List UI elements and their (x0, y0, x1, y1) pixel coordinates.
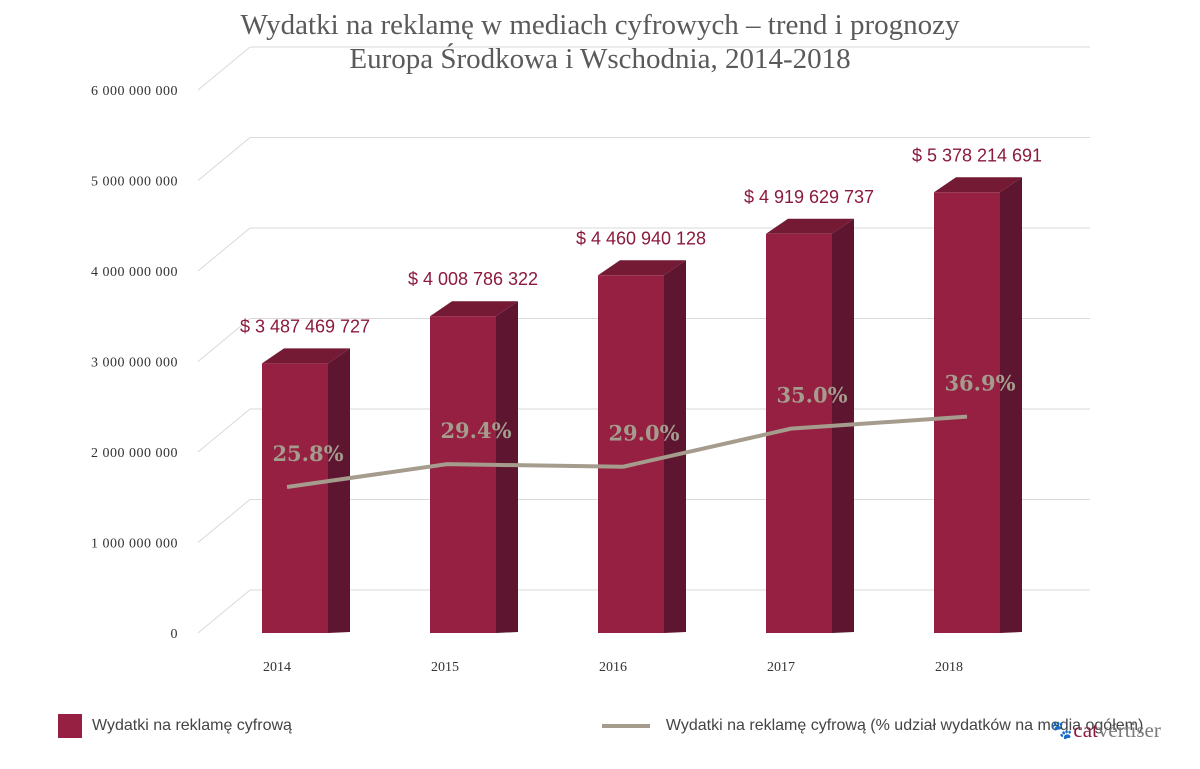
y-tick-label: 6 000 000 000 (91, 84, 178, 99)
logo-vertiser-text: vertiser (1097, 718, 1161, 742)
bar-top (598, 260, 686, 276)
y-tick-label: 0 (171, 627, 179, 642)
y-tick-label: 2 000 000 000 (91, 446, 178, 461)
legend-bar-label: Wydatki na reklamę cyfrową (92, 717, 292, 734)
bar-value-label: $ 5 378 214 691 (912, 145, 1042, 165)
logo-cat-text: cat (1073, 718, 1098, 742)
percentage-label: 35.0% (776, 383, 847, 408)
bar-top (262, 348, 350, 364)
percentage-label: 29.4% (440, 418, 511, 443)
y-tick-label: 3 000 000 000 (91, 356, 178, 371)
catvertiser-logo: 🐾 cat vertiser (1050, 718, 1161, 743)
x-tick-label: 2014 (263, 660, 291, 675)
bar-value-label: $ 3 487 469 727 (240, 316, 370, 336)
bar-2016 (598, 260, 686, 633)
bar-2014 (262, 348, 350, 633)
x-tick-label: 2017 (767, 660, 795, 675)
gridline-diagonal (197, 589, 251, 634)
y-tick-label: 5 000 000 000 (91, 175, 178, 190)
y-tick-label: 4 000 000 000 (91, 265, 178, 280)
bar-top (430, 301, 518, 317)
bar-value-label: $ 4 919 629 737 (744, 187, 874, 207)
percentage-line (286, 414, 968, 489)
percentage-label: 25.8% (272, 441, 343, 466)
x-tick-label: 2016 (599, 660, 627, 675)
bar-side (328, 348, 350, 633)
legend-line-swatch (601, 724, 650, 728)
gridline-diagonal (197, 499, 251, 543)
bar-2015 (430, 301, 518, 633)
bar-front (262, 363, 328, 633)
bar-top (934, 177, 1022, 193)
gridline-diagonal (197, 227, 251, 272)
legend-line-label: Wydatki na reklamę cyfrową (% udział wyd… (665, 717, 1144, 734)
percentage-label: 36.9% (944, 371, 1015, 396)
x-tick-label: 2015 (431, 660, 459, 675)
bar-front (934, 192, 1000, 633)
gridline-diagonal (197, 46, 251, 91)
percentage-label: 29.0% (608, 421, 679, 446)
bar-value-label: $ 4 460 940 128 (576, 228, 706, 248)
chart-title: Wydatki na reklamę w mediach cyfrowych –… (0, 8, 1200, 76)
x-tick-label: 2018 (935, 660, 963, 675)
bar-value-label: $ 4 008 786 322 (408, 269, 538, 289)
y-tick-label: 1 000 000 000 (91, 537, 178, 552)
gridline-diagonal (197, 408, 251, 453)
gridline-diagonal (197, 137, 251, 181)
chart-title-line-2: Europa Środkowa i Wschodnia, 2014-2018 (349, 43, 851, 75)
paw-icon: 🐾 (1050, 720, 1073, 740)
bar-2018 (934, 177, 1022, 633)
legend-bar-swatch (58, 714, 82, 738)
bar-front (598, 275, 664, 633)
gridline-diagonal (197, 318, 251, 362)
bar-top (766, 218, 854, 234)
bar-side (1000, 177, 1022, 633)
bar-side (664, 260, 686, 633)
chart-area: 0 1 000 000 000 2 000 000 000 3 000 000 000… (91, 46, 1090, 675)
bar-front (430, 316, 496, 633)
bar-side (496, 301, 518, 633)
chart-title-line-1: Wydatki na reklamę w mediach cyfrowych –… (240, 9, 960, 41)
legend: Wydatki na reklamę cyfrową Wydatki na re… (58, 712, 1143, 740)
